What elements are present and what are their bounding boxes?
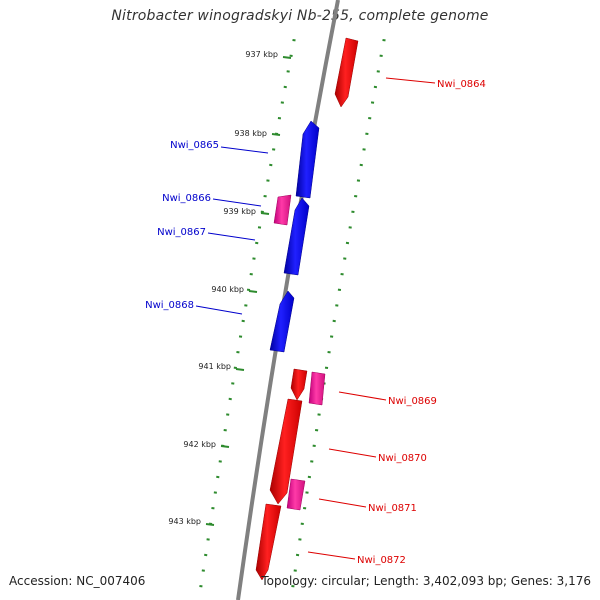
tick-track-outer [291,39,386,588]
connector-nwi-0868 [195,305,243,315]
label-nwi-0870[interactable]: Nwi_0870 [378,453,427,464]
gene-nwi-0866[interactable] [273,194,292,226]
label-nwi-0869[interactable]: Nwi_0869 [388,396,437,407]
gene-labels: Nwi_0864 Nwi_0865 Nwi_0866 Nwi_0867 Nwi_… [145,77,486,566]
gene-nwi-0865[interactable] [295,120,320,199]
gene-nwi-0864[interactable] [334,37,359,108]
gene-nwi-0869[interactable] [308,371,326,406]
label-nwi-0867[interactable]: Nwi_0867 [157,227,206,238]
label-nwi-0865[interactable]: Nwi_0865 [170,140,219,151]
scale-labels: 937 kbp 938 kbp 939 kbp 940 kbp 941 kbp … [168,50,278,526]
scale-label-937: 937 kbp [245,50,278,59]
connector-nwi-0870 [328,448,377,458]
map-title: Nitrobacter winogradskyi Nb-255, complet… [111,8,489,24]
major-tick-939 [260,212,270,215]
gene-features [255,37,359,581]
scale-label-943: 943 kbp [168,517,201,526]
major-tick-937 [282,56,292,59]
gene-nwi-0867[interactable] [283,197,310,276]
connector-nwi-0866 [212,198,262,207]
scale-label-940: 940 kbp [211,285,244,294]
genome-summary-text: Topology: circular; Length: 3,402,093 bp… [261,574,591,588]
connector-nwi-0869 [338,391,387,401]
major-tick-943 [205,523,215,526]
label-nwi-0871[interactable]: Nwi_0871 [368,503,417,514]
major-tick-941 [235,368,245,371]
scale-label-942: 942 kbp [183,440,216,449]
major-tick-942 [220,445,230,448]
connector-nwi-0865 [220,146,269,154]
scale-label-938: 938 kbp [234,129,267,138]
connector-nwi-0872 [307,551,356,560]
label-nwi-0872[interactable]: Nwi_0872 [357,555,406,566]
label-nwi-0866[interactable]: Nwi_0866 [162,193,211,204]
accession-text: Accession: NC_007406 [9,574,146,588]
scale-major-ticks [205,56,292,526]
label-nwi-0864[interactable]: Nwi_0864 [437,79,486,90]
gene-nwi-0872[interactable] [255,503,282,581]
label-nwi-0868[interactable]: Nwi_0868 [145,300,194,311]
gene-nwi-0870[interactable] [269,398,303,505]
major-tick-940 [248,290,258,293]
connector-nwi-0867 [207,232,256,241]
connector-nwi-0871 [318,498,367,508]
scale-label-941: 941 kbp [198,362,231,371]
tick-track-inner [199,39,296,588]
gene-nwi-0868[interactable] [269,290,295,353]
gene-nwi-0871[interactable] [286,478,306,511]
gene-nwi-0869-red[interactable] [290,368,308,401]
major-tick-938 [271,133,281,136]
scale-label-939: 939 kbp [223,207,256,216]
connector-nwi-0864 [385,77,436,84]
